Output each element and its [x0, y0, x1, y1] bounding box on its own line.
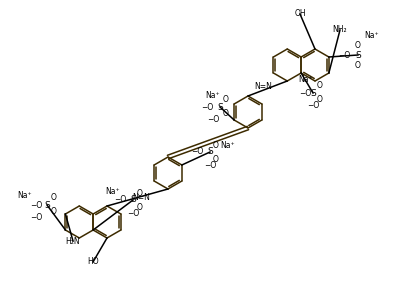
Text: −O: −O: [207, 115, 219, 124]
Text: N=N: N=N: [255, 82, 273, 91]
Text: Na⁺: Na⁺: [221, 140, 235, 149]
Text: HO: HO: [87, 257, 99, 266]
Text: −O: −O: [114, 196, 126, 205]
Text: O: O: [355, 40, 361, 49]
Text: −O: −O: [191, 148, 203, 157]
Text: −O: −O: [127, 210, 139, 219]
Text: OH: OH: [294, 10, 306, 19]
Text: Na⁺: Na⁺: [206, 90, 220, 99]
Text: −O: −O: [30, 214, 42, 223]
Text: S: S: [217, 103, 223, 112]
Text: −O: −O: [30, 201, 42, 210]
Text: S: S: [355, 51, 361, 60]
Text: O: O: [51, 207, 57, 216]
Text: S: S: [44, 201, 50, 210]
Text: S: S: [130, 196, 136, 205]
Text: −O: −O: [338, 51, 350, 60]
Text: O: O: [51, 194, 57, 203]
Text: O: O: [223, 96, 229, 105]
Text: O: O: [137, 189, 143, 198]
Text: NH₂: NH₂: [333, 26, 347, 35]
Text: O: O: [317, 96, 323, 105]
Text: Na⁺: Na⁺: [365, 31, 379, 40]
Text: Na⁺: Na⁺: [299, 76, 313, 85]
Text: Na⁺: Na⁺: [18, 191, 32, 200]
Text: O: O: [213, 140, 219, 149]
Text: −O: −O: [299, 89, 311, 98]
Text: O: O: [213, 155, 219, 164]
Text: S: S: [310, 89, 316, 98]
Text: O: O: [355, 60, 361, 69]
Text: −O: −O: [201, 103, 213, 112]
Text: −O: −O: [204, 160, 216, 169]
Text: S: S: [207, 148, 213, 157]
Text: O: O: [223, 110, 229, 119]
Text: N=N: N=N: [132, 193, 151, 202]
Text: H₂N: H₂N: [66, 237, 80, 246]
Text: −O: −O: [307, 101, 319, 110]
Text: O: O: [137, 203, 143, 212]
Text: O: O: [317, 81, 323, 90]
Text: Na⁺: Na⁺: [106, 187, 120, 196]
